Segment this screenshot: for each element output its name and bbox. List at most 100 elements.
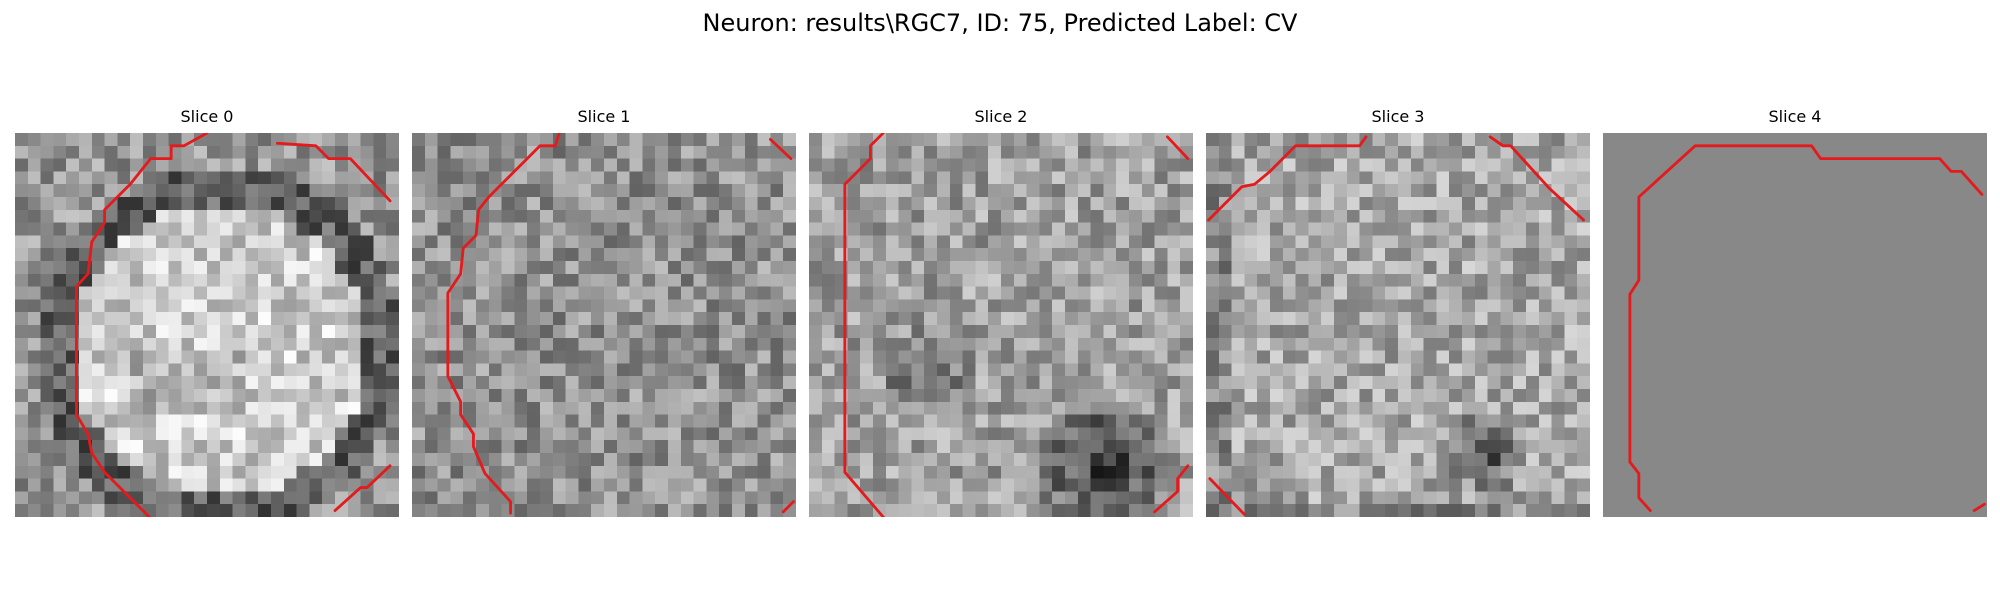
- slice-pixel: [693, 465, 707, 479]
- slice-pixel: [1334, 337, 1348, 351]
- slice-pixel: [1513, 248, 1527, 262]
- slice-pixel: [412, 325, 426, 339]
- slice-pixel: [1500, 427, 1514, 441]
- slice-pixel: [1474, 235, 1488, 249]
- slice-pixel: [463, 376, 477, 390]
- slice-pixel: [1039, 440, 1053, 454]
- slice-pixel: [1141, 389, 1155, 403]
- slice-pixel: [1231, 171, 1245, 185]
- slice-pixel: [578, 286, 592, 300]
- slice-pixel: [1321, 158, 1335, 172]
- slice-pixel: [15, 504, 29, 517]
- slice-pixel: [1052, 235, 1066, 249]
- slice-pixel: [1436, 273, 1450, 287]
- segmentation-contour: [446, 133, 561, 515]
- slice-pixel: [924, 184, 938, 198]
- slice-pixel: [335, 440, 349, 454]
- slice-pixel: [821, 158, 835, 172]
- slice-pixel: [975, 414, 989, 428]
- slice-pixel: [1244, 389, 1258, 403]
- slice-pixel: [412, 235, 426, 249]
- slice-pixel: [219, 465, 233, 479]
- slice-pixel: [1513, 389, 1527, 403]
- slice-pixel: [1026, 414, 1040, 428]
- slice-pixel: [885, 235, 899, 249]
- slice-pixel: [283, 222, 297, 236]
- slice-pixel: [1026, 401, 1040, 415]
- slice-pixel: [488, 299, 502, 313]
- slice-pixel: [783, 158, 796, 172]
- slice-pixel: [40, 453, 54, 467]
- slice-pixel: [770, 273, 784, 287]
- slice-pixel: [1462, 286, 1476, 300]
- slice-pixel: [335, 465, 349, 479]
- slice-pixel: [335, 158, 349, 172]
- slice-pixel: [232, 197, 246, 211]
- slice-pixel: [514, 465, 528, 479]
- slice-pixel: [988, 158, 1002, 172]
- slice-pixel: [232, 235, 246, 249]
- slice-pixel: [578, 491, 592, 505]
- slice-pixel: [207, 491, 221, 505]
- slice-pixel: [744, 440, 758, 454]
- slice-pixel: [283, 248, 297, 262]
- slice-pixel: [1359, 478, 1373, 492]
- slice-pixel: [1013, 133, 1027, 147]
- slice-pixel: [744, 453, 758, 467]
- slice-pixel: [629, 325, 643, 339]
- slice-pixel: [1295, 401, 1309, 415]
- slice-pixel: [514, 440, 528, 454]
- slice-panel-2: Slice 2: [809, 107, 1193, 517]
- slice-pixel: [181, 197, 195, 211]
- slice-pixel: [1039, 414, 1053, 428]
- slice-pixel: [540, 209, 554, 223]
- slice-pixel: [27, 209, 41, 223]
- slice-pixel: [373, 325, 387, 339]
- slice-pixel: [335, 197, 349, 211]
- slice-pixel: [117, 158, 131, 172]
- slice-pixel: [1295, 273, 1309, 287]
- slice-pixel: [1487, 504, 1501, 517]
- slice-pixel: [1257, 248, 1271, 262]
- slice-pixel: [1372, 222, 1386, 236]
- slice-pixel: [1231, 145, 1245, 159]
- slice-pixel: [27, 414, 41, 428]
- slice-pixel: [1206, 197, 1220, 211]
- slice-pixel: [680, 414, 694, 428]
- slice-pixel: [66, 184, 80, 198]
- slice-pixel: [1487, 350, 1501, 364]
- slice-pixel: [1410, 209, 1424, 223]
- slice-pixel: [1538, 158, 1552, 172]
- slice-pixel: [885, 197, 899, 211]
- slice-pixel: [296, 427, 310, 441]
- slice-pixel: [1359, 235, 1373, 249]
- slice-pixel: [194, 337, 208, 351]
- slice-pixel: [514, 504, 528, 517]
- slice-pixel: [1359, 401, 1373, 415]
- slice-pixel: [424, 145, 438, 159]
- slice-pixel: [463, 491, 477, 505]
- slice-pixel: [1013, 363, 1027, 377]
- slice-pixel: [514, 414, 528, 428]
- slice-pixel: [1039, 337, 1053, 351]
- slice-pixel: [283, 235, 297, 249]
- slice-pixel: [181, 401, 195, 415]
- slice-pixel: [975, 350, 989, 364]
- slice-pixel: [335, 453, 349, 467]
- slice-pixel: [744, 427, 758, 441]
- slice-pixel: [1180, 465, 1193, 479]
- slice-pixel: [1206, 337, 1220, 351]
- segmentation-contour: [1488, 135, 1586, 222]
- slice-pixel: [1295, 158, 1309, 172]
- slice-pixel: [1526, 286, 1540, 300]
- slice-pixel: [501, 401, 515, 415]
- slice-pixel: [1026, 478, 1040, 492]
- slice-pixel: [1551, 465, 1565, 479]
- slice-pixel: [1577, 145, 1590, 159]
- slice-pixel: [693, 453, 707, 467]
- slice-pixel: [258, 222, 272, 236]
- slice-pixel: [1218, 414, 1232, 428]
- slice-pixel: [860, 197, 874, 211]
- slice-pixel: [322, 261, 336, 275]
- slice-pixel: [1449, 209, 1463, 223]
